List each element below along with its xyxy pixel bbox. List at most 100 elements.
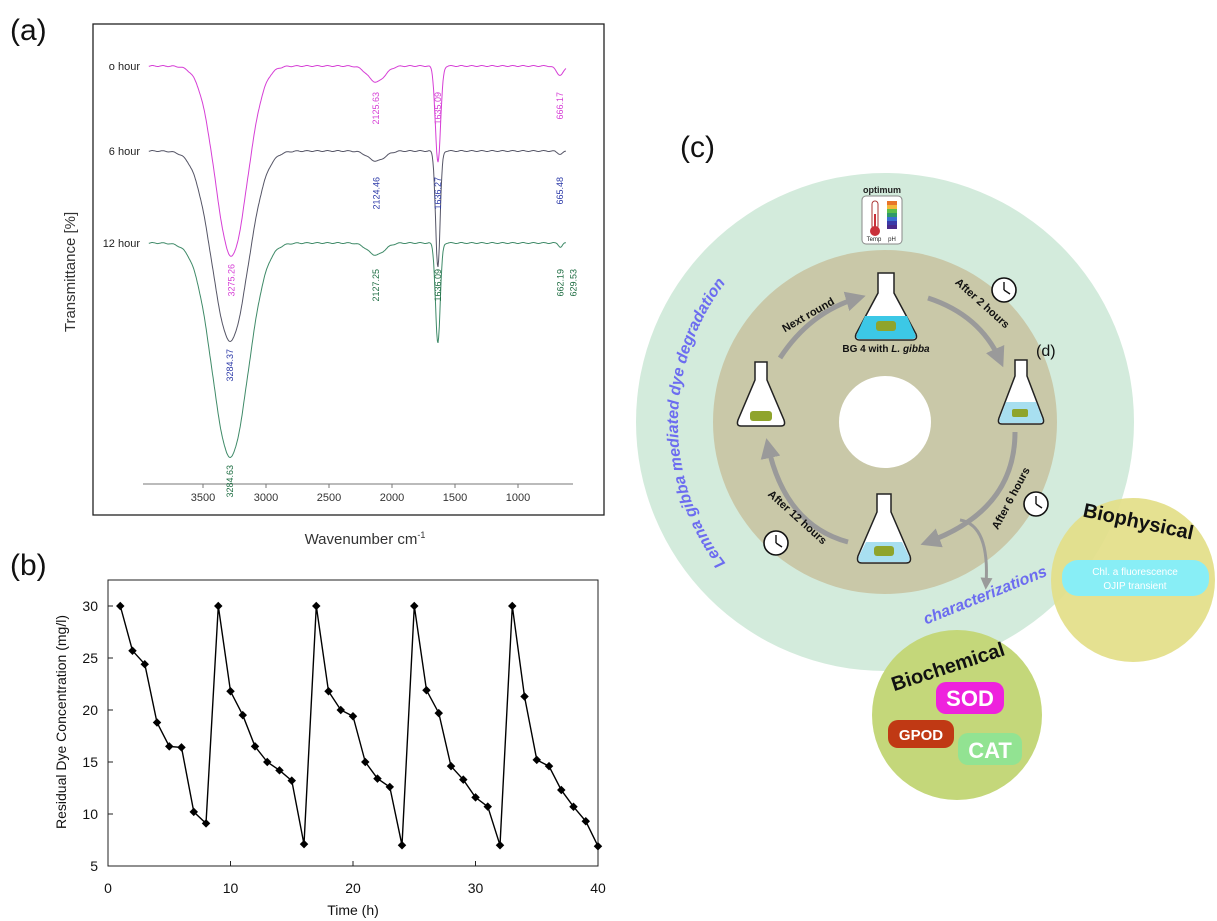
dye-data-point — [361, 757, 370, 767]
flask-top-label: BG 4 with L. gibba — [842, 344, 930, 355]
gpod-badge — [888, 720, 954, 748]
ojip-line-2: OJIP transient — [1103, 581, 1166, 592]
dye-data-point — [593, 841, 603, 851]
ftir-peak-label: 2124.46 — [371, 177, 381, 210]
ftir-series-name: 12 hour — [103, 238, 141, 250]
dye-data-point — [226, 687, 235, 696]
flask-top-label-prefix: BG 4 with — [842, 344, 891, 355]
cat-label: CAT — [968, 738, 1012, 763]
ftir-x-tick-label: 3500 — [191, 492, 215, 504]
ftir-spectrum-line — [148, 149, 566, 343]
thermo-ph-label: pH — [888, 237, 896, 243]
panel-label-d: (d) — [1036, 343, 1056, 360]
flask-top — [854, 272, 918, 341]
clock-icon — [1023, 491, 1049, 517]
panel-label-b: (b) — [10, 549, 47, 582]
ftir-peak-labels: 3275.26 2125.63 1635.09 666.17 3284.37 2124.4… — [225, 92, 579, 498]
thermo-temp-label: Temp — [867, 237, 882, 243]
dye-data-point — [312, 601, 321, 611]
ftir-peak-label: 3284.63 — [225, 465, 235, 498]
dye-data-point — [495, 840, 505, 850]
ftir-series-names: o hour 6 hour 12 hour — [103, 61, 141, 250]
dye-y-label: Residual Dye Concentration (mg/l) — [53, 615, 69, 829]
ftir-peak-label: 2127.25 — [371, 269, 381, 302]
dye-data-point — [299, 839, 309, 849]
dye-plot-frame — [107, 579, 599, 867]
dye-data-point — [397, 840, 407, 850]
ojip-box — [1062, 560, 1209, 596]
panel-label-c: (c) — [680, 131, 715, 164]
dye-data-point — [348, 711, 358, 721]
dye-y-tick-label: 20 — [82, 702, 98, 718]
clock-icon — [991, 277, 1017, 303]
arrow-12-hours — [760, 438, 849, 545]
dye-data-point — [422, 685, 431, 695]
cycle-diagram: Lemna gibba mediated dye degradation opt… — [636, 173, 1215, 800]
dye-x-tick-label: 10 — [223, 880, 239, 896]
dye-data-point — [152, 718, 162, 727]
dye-data-point — [238, 710, 248, 720]
ftir-peak-label: 666.17 — [555, 92, 565, 120]
ftir-x-tick-label: 1000 — [506, 492, 530, 504]
ojip-line-1: Chl. a fluorescence — [1092, 567, 1178, 578]
dye-x-tick-label: 40 — [590, 880, 606, 896]
flask-left — [736, 361, 786, 427]
ftir-y-label: Transmittance [%] — [62, 212, 79, 332]
dye-x-tick-label: 30 — [468, 880, 484, 896]
ftir-chart: 3500 3000 2500 2000 1500 1000 3275.26 2125.63 1… — [62, 23, 605, 548]
dye-data-point — [532, 755, 541, 765]
dye-data-point — [544, 761, 554, 771]
dye-data-point — [508, 601, 517, 611]
dye-data-point — [520, 692, 529, 701]
ftir-peak-label: 1636.09 — [433, 269, 443, 302]
dye-data-point — [483, 802, 492, 811]
dye-data-point — [165, 742, 174, 751]
arrow-next-round — [777, 291, 866, 360]
ftir-frame — [92, 23, 605, 516]
ftir-peak-label: 3275.26 — [226, 264, 236, 297]
flask-bottom — [856, 493, 912, 564]
ftir-spectrum-line — [148, 64, 567, 257]
dye-data-point — [581, 817, 591, 826]
dye-data-point — [116, 601, 125, 611]
dye-data-point — [177, 743, 186, 752]
dye-x-label: Time (h) — [327, 902, 379, 918]
dye-series — [116, 601, 603, 851]
ftir-x-tick-label: 2000 — [380, 492, 404, 504]
ftir-x-label-sup: -1 — [417, 530, 425, 540]
dye-data-point — [128, 646, 137, 655]
clock-icon — [763, 530, 789, 556]
sod-label: SOD — [946, 686, 994, 711]
dye-axes: 5 10 15 20 25 30 0 10 20 30 40 — [82, 598, 606, 896]
dye-data-point — [324, 687, 333, 696]
dye-x-tick-label: 20 — [345, 880, 361, 896]
ftir-peak-label: 1636.27 — [433, 177, 443, 210]
ftir-x-tick-label: 1500 — [443, 492, 467, 504]
ftir-x-tick-label: 3000 — [254, 492, 278, 504]
ftir-peak-label: 3284.37 — [225, 349, 235, 382]
gpod-label: GPOD — [899, 727, 943, 744]
dye-y-tick-label: 5 — [90, 858, 98, 874]
cat-badge — [958, 733, 1022, 765]
ftir-peak-label: 2125.63 — [371, 92, 381, 125]
dye-data-point — [214, 601, 223, 611]
ftir-series-name: 6 hour — [109, 146, 141, 158]
sod-badge — [936, 682, 1004, 714]
dye-data-point — [336, 705, 346, 715]
dye-y-tick-label: 10 — [82, 806, 98, 822]
dye-data-point — [263, 757, 272, 767]
ftir-x-label-main: Wavenumber cm — [305, 531, 418, 548]
dye-data-point — [557, 785, 566, 795]
dye-data-point — [459, 775, 468, 784]
dye-y-tick-label: 15 — [82, 754, 98, 770]
ftir-peak-label: 1635.09 — [433, 92, 443, 125]
flask-right — [997, 359, 1045, 425]
center-hole — [839, 376, 931, 468]
ftir-series — [148, 64, 567, 459]
arrow-6-hours — [920, 431, 1018, 548]
dye-chart: 5 10 15 20 25 30 0 10 20 30 40 Residual Dye Concen… — [53, 579, 606, 918]
ftir-peak-label: 662.19 — [556, 269, 566, 297]
dye-y-tick-label: 30 — [82, 598, 98, 614]
ftir-x-tick-label: 2500 — [317, 492, 341, 504]
